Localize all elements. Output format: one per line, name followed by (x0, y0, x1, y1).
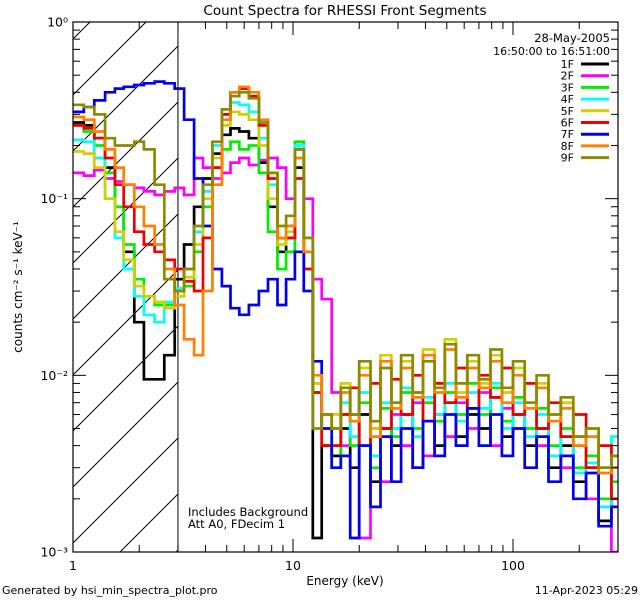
x-tick-label-1: 1 (69, 558, 77, 573)
y-tick-label-2: 10⁻² (40, 368, 68, 383)
series-curve-9F (73, 90, 618, 470)
legend-label-6F: 6F (561, 117, 574, 130)
y-tick-label-1: 10⁻¹ (40, 191, 68, 206)
legend-time-range: 16:50:00 to 16:51:00 (493, 45, 610, 58)
footer-datetime: 11-Apr-2023 05:29 (535, 584, 638, 597)
legend-label-4F: 4F (561, 93, 574, 106)
legend-label-1F: 1F (561, 58, 574, 71)
y-tick-label-3: 10⁻³ (40, 545, 68, 560)
spectra-series-group (73, 80, 618, 552)
annotation-attenuator: Att A0, FDecim 1 (188, 517, 285, 531)
axis-ticks (72, 21, 618, 553)
x-tick-label-10: 10 (285, 558, 301, 573)
legend-label-3F: 3F (561, 81, 574, 94)
annotation-includes-background: Includes Background (188, 505, 308, 519)
attenuator-hatch-region (73, 22, 179, 552)
legend-label-9F: 9F (561, 152, 574, 165)
plot-frame (72, 21, 619, 553)
footer-generator: Generated by hsi_min_spectra_plot.pro (2, 584, 218, 597)
legend-label-2F: 2F (561, 70, 574, 83)
legend-label-8F: 8F (561, 140, 574, 153)
y-axis-label: counts cm⁻² s⁻¹ keV⁻¹ (11, 221, 25, 353)
legend-date: 28-May-2005 (534, 31, 610, 45)
x-axis-label: Energy (keV) (306, 574, 383, 588)
y-tick-label-0: 10⁰ (47, 15, 68, 30)
legend-label-7F: 7F (561, 128, 574, 141)
tick-labels: 1 10 100 10⁰ 10⁻¹ 10⁻² 10⁻³ (40, 15, 524, 574)
x-tick-label-100: 100 (501, 558, 525, 573)
chart-title: Count Spectra for RHESSI Front Segments (203, 3, 486, 19)
legend-label-5F: 5F (561, 105, 574, 118)
